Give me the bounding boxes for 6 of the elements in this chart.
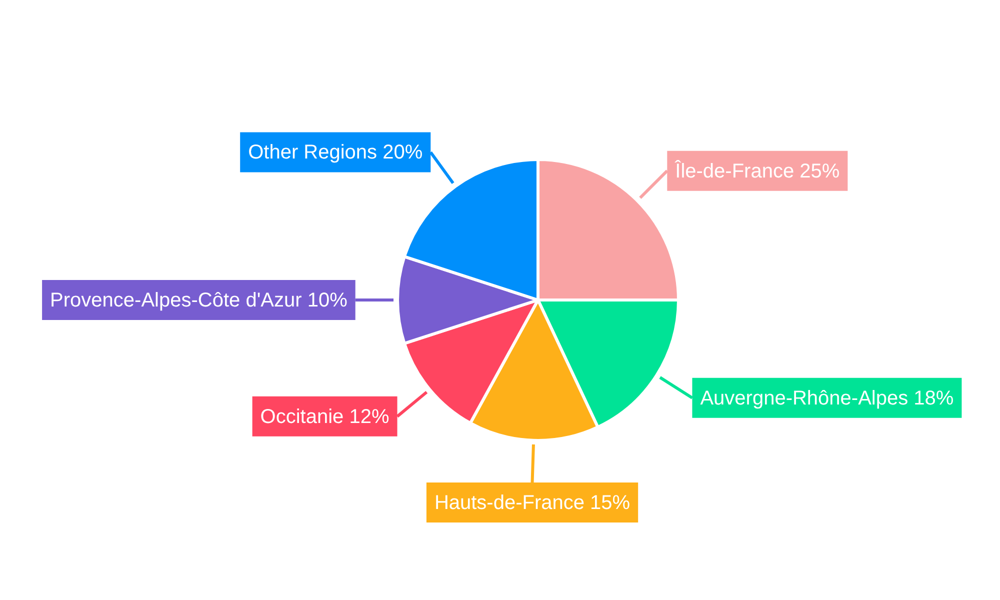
- slice-label: Occitanie 12%: [260, 406, 390, 428]
- slice-label: Other Regions 20%: [248, 142, 423, 164]
- slice-label: Provence-Alpes-Côte d'Azur 10%: [50, 290, 348, 312]
- slice-label: Auvergne-Rhône-Alpes 18%: [700, 387, 954, 410]
- slice-label: Hauts-de-France 15%: [434, 492, 630, 514]
- slice-label: Île-de-France 25%: [674, 159, 840, 182]
